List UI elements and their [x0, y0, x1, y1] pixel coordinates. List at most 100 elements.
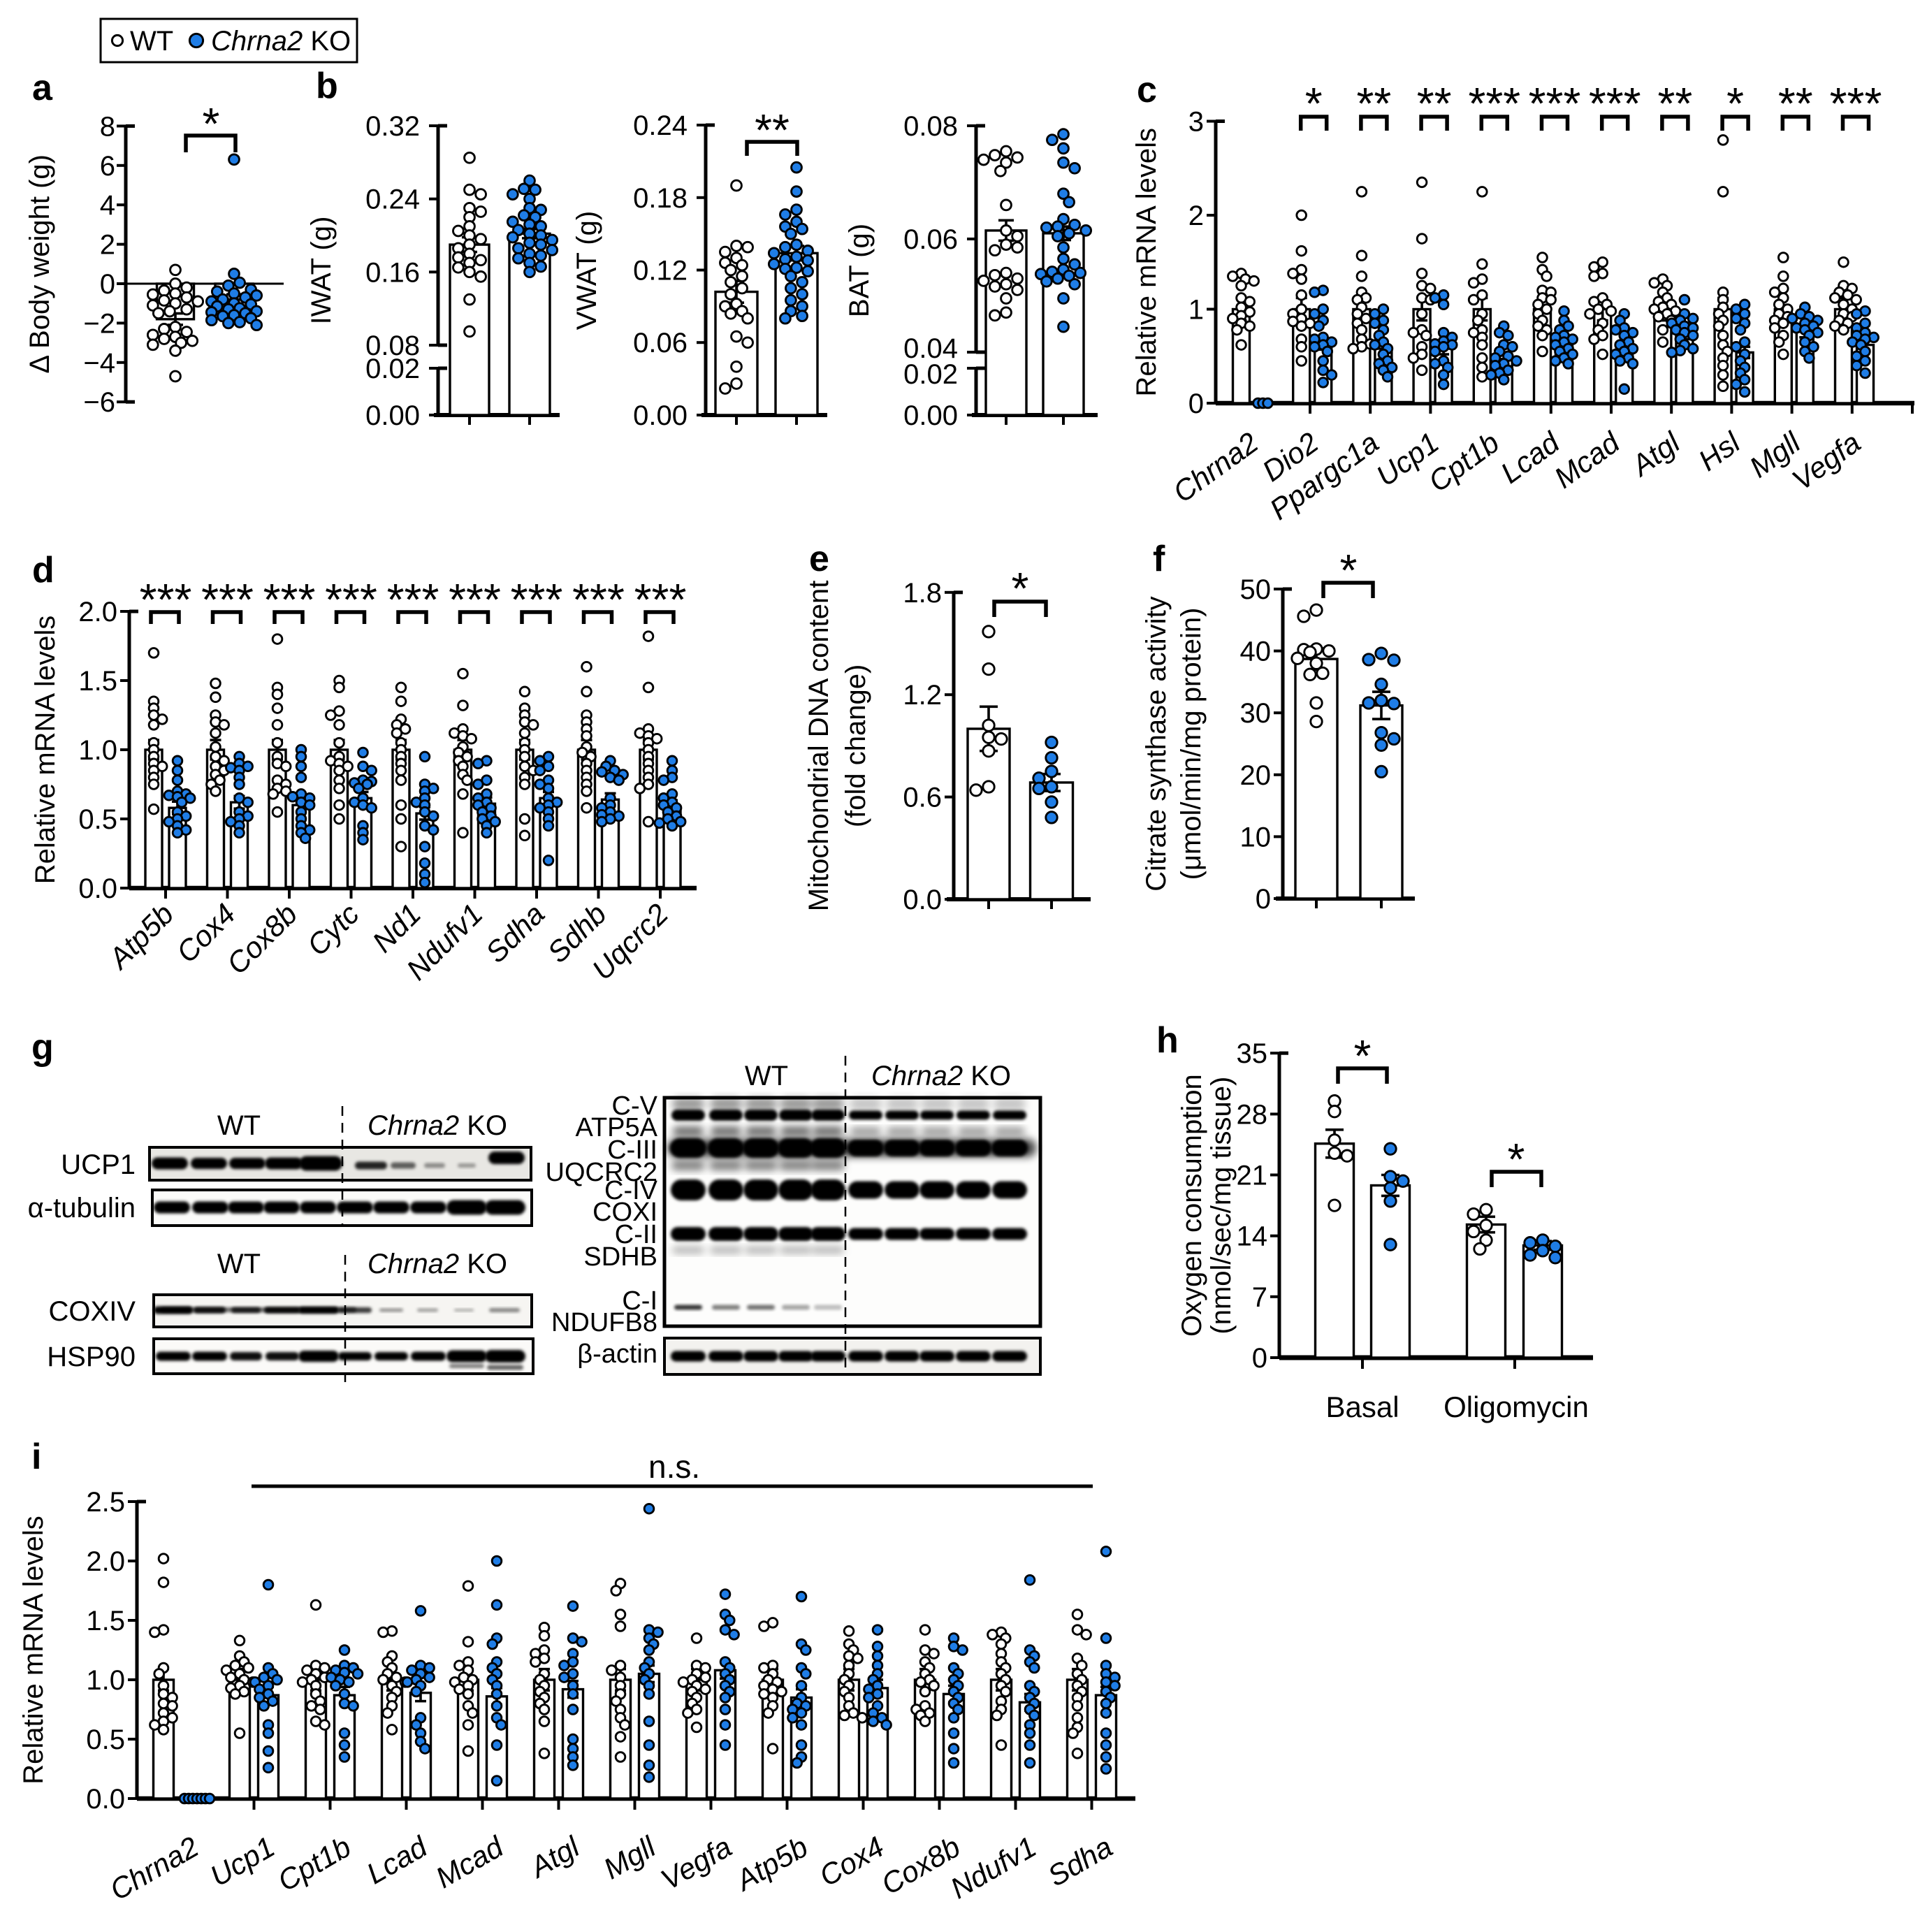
svg-text:WT: WT [745, 1061, 788, 1091]
svg-text:a: a [32, 68, 53, 108]
svg-text:*: * [1354, 1031, 1372, 1081]
svg-text:Oxygen consumption: Oxygen consumption [1177, 1074, 1207, 1337]
svg-text:2: 2 [100, 230, 115, 261]
svg-text:0.08: 0.08 [903, 111, 958, 142]
svg-text:***: *** [325, 574, 377, 625]
svg-text:10: 10 [1240, 822, 1272, 852]
svg-text:3: 3 [1188, 107, 1204, 138]
svg-text:8: 8 [100, 111, 115, 142]
svg-text:1.5: 1.5 [78, 666, 117, 697]
svg-text:35: 35 [1237, 1038, 1268, 1069]
svg-text:C-III: C-III [607, 1135, 657, 1165]
svg-text:2.0: 2.0 [86, 1546, 125, 1577]
svg-text:α-tubulin: α-tubulin [28, 1193, 136, 1223]
svg-text:Citrate synthase activity: Citrate synthase activity [1141, 596, 1172, 891]
svg-text:ATP5A: ATP5A [575, 1113, 657, 1142]
svg-text:VWAT (g): VWAT (g) [572, 211, 602, 330]
svg-text:Δ Body weight (g): Δ Body weight (g) [24, 154, 55, 374]
svg-text:Chrna2 KO: Chrna2 KO [368, 1110, 507, 1141]
svg-text:40: 40 [1240, 637, 1272, 667]
svg-text:14: 14 [1237, 1221, 1268, 1252]
svg-text:*: * [1012, 563, 1029, 613]
svg-text:−2: −2 [83, 308, 115, 339]
svg-text:0.02: 0.02 [365, 354, 420, 384]
svg-text:2.0: 2.0 [78, 597, 117, 627]
svg-text:c: c [1137, 70, 1157, 110]
svg-text:g: g [31, 1027, 54, 1068]
svg-text:C-I: C-I [622, 1286, 657, 1316]
svg-text:2: 2 [1188, 201, 1204, 231]
svg-text:***: *** [511, 574, 563, 625]
svg-text:n.s.: n.s. [648, 1448, 700, 1485]
svg-text:0.08: 0.08 [365, 331, 420, 361]
svg-text:1.5: 1.5 [86, 1606, 125, 1636]
svg-text:(nmol/sec/mg tissue): (nmol/sec/mg tissue) [1206, 1077, 1237, 1335]
svg-text:h: h [1156, 1020, 1179, 1061]
svg-text:C-II: C-II [615, 1220, 657, 1249]
svg-text:f: f [1153, 539, 1165, 579]
svg-text:0.02: 0.02 [903, 359, 958, 390]
svg-text:0.32: 0.32 [365, 111, 420, 142]
svg-text:UCP1: UCP1 [61, 1149, 136, 1180]
svg-text:NDUFB8: NDUFB8 [551, 1308, 657, 1337]
svg-text:Relative mRNA levels: Relative mRNA levels [1131, 128, 1162, 397]
svg-text:0.18: 0.18 [633, 183, 688, 214]
svg-text:0.00: 0.00 [903, 400, 958, 431]
svg-text:b: b [316, 66, 338, 106]
svg-text:0.0: 0.0 [78, 873, 117, 904]
svg-text:i: i [31, 1437, 41, 1477]
svg-text:**: ** [1417, 78, 1452, 129]
svg-text:30: 30 [1240, 698, 1272, 729]
svg-text:0.5: 0.5 [86, 1724, 125, 1755]
svg-text:0: 0 [1188, 388, 1204, 419]
svg-text:WT: WT [130, 26, 173, 57]
svg-text:***: *** [449, 574, 501, 625]
svg-text:e: e [809, 539, 829, 579]
svg-text:Chrna2 KO: Chrna2 KO [871, 1061, 1011, 1091]
svg-text:*: * [1726, 78, 1744, 129]
svg-text:Basal: Basal [1325, 1390, 1399, 1423]
svg-text:**: ** [1778, 78, 1813, 129]
svg-text:(fold change): (fold change) [841, 664, 871, 827]
svg-text:WT: WT [217, 1110, 261, 1141]
svg-text:Relative mRNA levels: Relative mRNA levels [18, 1516, 49, 1785]
svg-text:(μmol/min/mg protein): (μmol/min/mg protein) [1176, 608, 1207, 880]
svg-text:0.12: 0.12 [633, 256, 688, 286]
svg-text:21: 21 [1237, 1161, 1268, 1191]
svg-text:d: d [32, 550, 54, 590]
svg-text:COXI: COXI [592, 1198, 657, 1227]
svg-text:BAT (g): BAT (g) [844, 224, 875, 317]
svg-text:1: 1 [1188, 295, 1204, 326]
svg-text:50: 50 [1240, 574, 1272, 605]
svg-text:***: *** [1830, 78, 1882, 129]
svg-text:***: *** [1468, 78, 1520, 129]
svg-text:***: *** [1589, 78, 1641, 129]
svg-text:Chrna2 KO: Chrna2 KO [368, 1249, 507, 1279]
svg-text:0: 0 [1256, 884, 1271, 915]
svg-text:0.04: 0.04 [903, 333, 958, 364]
svg-text:1.2: 1.2 [903, 680, 942, 711]
svg-text:C-V: C-V [612, 1091, 658, 1121]
svg-text:6: 6 [100, 151, 115, 182]
svg-text:COXIV: COXIV [49, 1296, 136, 1327]
svg-text:***: *** [387, 574, 439, 625]
svg-text:0.5: 0.5 [78, 804, 117, 835]
svg-text:***: *** [140, 574, 192, 625]
svg-text:***: *** [263, 574, 316, 625]
svg-text:***: *** [572, 574, 625, 625]
svg-text:HSP90: HSP90 [47, 1342, 136, 1372]
svg-text:Relative mRNA levels: Relative mRNA levels [30, 616, 61, 885]
svg-text:0: 0 [1252, 1343, 1267, 1374]
svg-text:2.5: 2.5 [86, 1487, 125, 1518]
svg-text:C-IV: C-IV [604, 1176, 658, 1205]
svg-text:Chrna2 KO: Chrna2 KO [211, 26, 351, 57]
svg-text:*: * [1340, 545, 1358, 595]
svg-text:**: ** [755, 105, 790, 155]
svg-text:0.24: 0.24 [633, 110, 688, 141]
svg-text:SDHB: SDHB [583, 1242, 657, 1272]
svg-text:***: *** [634, 574, 687, 625]
svg-text:β-actin: β-actin [577, 1339, 657, 1369]
svg-text:0.06: 0.06 [633, 328, 688, 358]
svg-text:1.8: 1.8 [903, 578, 942, 609]
svg-text:4: 4 [100, 190, 115, 221]
